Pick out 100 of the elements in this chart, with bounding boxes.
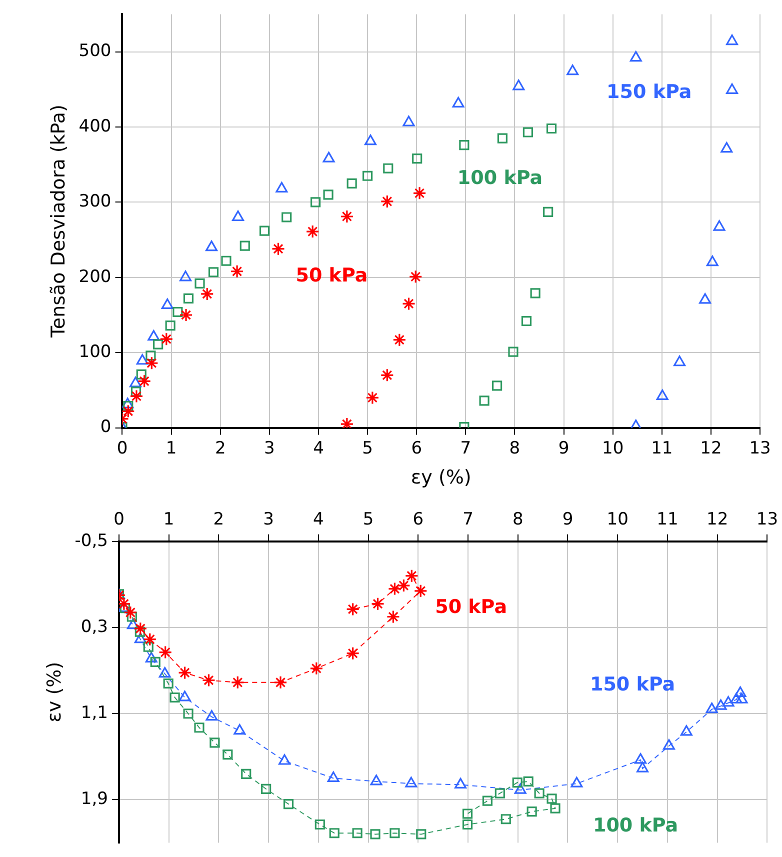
point: [327, 771, 340, 782]
x-tick-label: 13: [756, 510, 778, 530]
point: [699, 293, 712, 304]
point: [234, 724, 246, 735]
x-tick-label: 1: [166, 438, 177, 458]
x-tick-label: 11: [656, 510, 678, 530]
point: [412, 154, 422, 164]
point: [282, 212, 292, 222]
point: [497, 133, 508, 144]
x-tick-label: 12: [706, 510, 728, 530]
x-tick-label: 2: [214, 438, 226, 458]
point: [408, 270, 422, 284]
point: [412, 186, 426, 200]
y-tick-label: 100: [78, 342, 112, 362]
point: [314, 819, 325, 830]
point: [523, 776, 534, 786]
point: [172, 306, 183, 318]
point: [706, 256, 718, 266]
point: [240, 240, 250, 251]
point: [730, 692, 742, 704]
point: [390, 828, 400, 838]
point: [153, 339, 164, 350]
y-tick-label: 0: [100, 417, 112, 438]
point: [680, 725, 692, 736]
y-tick-label: -0,5: [74, 530, 108, 551]
point: [462, 819, 473, 830]
point: [221, 256, 232, 266]
point: [122, 398, 134, 408]
series-label: 50 kPa: [435, 596, 508, 618]
point: [402, 116, 415, 126]
point: [158, 645, 172, 660]
point: [134, 632, 146, 644]
point: [346, 646, 360, 660]
point: [129, 376, 142, 388]
point: [479, 396, 490, 406]
y-tick-label: 300: [78, 192, 112, 212]
y-tick-label: 0,3: [80, 616, 108, 637]
point: [380, 368, 394, 382]
point: [306, 224, 320, 238]
point: [566, 64, 579, 76]
point: [722, 696, 734, 707]
point: [508, 346, 518, 357]
point: [170, 692, 180, 703]
series-label: 100 kPa: [457, 166, 543, 189]
point: [143, 632, 157, 646]
point: [521, 316, 532, 326]
point: [206, 240, 218, 252]
point: [323, 190, 334, 200]
x-tick-label: 0: [114, 510, 124, 530]
point: [656, 389, 668, 400]
point: [230, 264, 244, 278]
point: [550, 803, 560, 814]
point: [194, 278, 205, 288]
point: [206, 710, 218, 721]
point: [459, 140, 470, 150]
x-tick-label: 6: [411, 438, 422, 458]
point: [310, 662, 324, 676]
point: [340, 210, 354, 224]
point: [713, 220, 726, 231]
point: [546, 794, 557, 804]
point: [232, 210, 244, 222]
point: [346, 602, 360, 616]
point: [126, 612, 137, 622]
x-tick-label: 10: [606, 510, 628, 530]
point: [180, 270, 192, 282]
x-tick-label: 5: [362, 510, 374, 530]
y-tick-label: 1,1: [80, 703, 108, 724]
point: [388, 582, 402, 596]
point: [283, 799, 294, 810]
point: [383, 163, 394, 174]
point: [402, 296, 416, 311]
x-tick-label: 6: [412, 510, 424, 530]
point: [148, 330, 160, 341]
point: [630, 51, 642, 62]
point: [143, 642, 154, 652]
point: [160, 332, 174, 346]
point: [736, 692, 748, 704]
x-tick-label: 1: [163, 510, 174, 530]
point: [494, 788, 505, 798]
point: [662, 739, 675, 750]
point: [134, 622, 148, 636]
y-axis-title: εv (%): [43, 662, 66, 722]
point: [261, 784, 272, 794]
x-tick-label: 9: [562, 510, 574, 530]
point: [278, 754, 291, 765]
x-tick-label: 4: [313, 438, 324, 458]
x-tick-label: 13: [749, 438, 771, 458]
point: [370, 829, 380, 840]
point: [416, 829, 426, 840]
point: [452, 96, 464, 108]
point: [492, 380, 502, 391]
point: [178, 666, 192, 680]
x-tick-label: 3: [263, 510, 274, 530]
point: [144, 356, 158, 370]
point: [138, 374, 152, 388]
x-tick-label: 5: [362, 438, 373, 458]
point: [396, 578, 410, 592]
point: [126, 618, 139, 630]
point: [706, 702, 718, 714]
point: [482, 796, 492, 806]
